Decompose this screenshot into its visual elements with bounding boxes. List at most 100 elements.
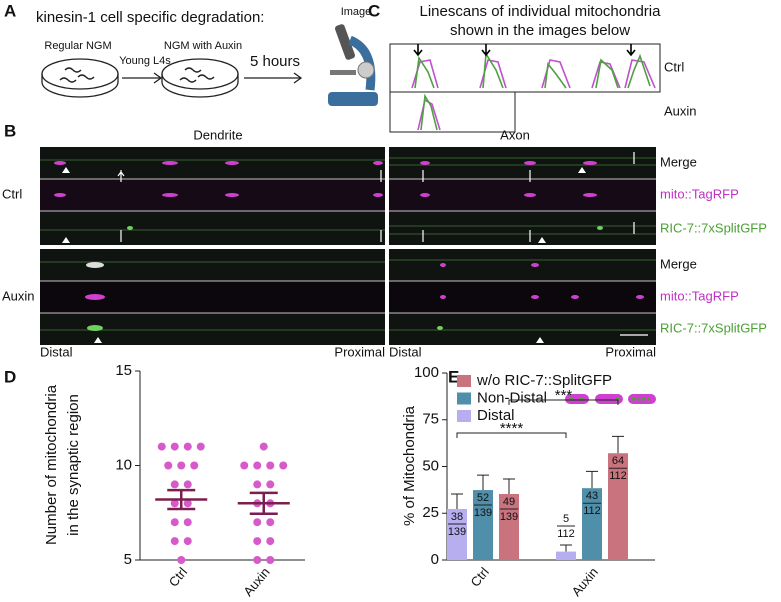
bar: [473, 490, 493, 560]
data-point: [266, 480, 275, 489]
data-point: [183, 480, 192, 489]
y-tick-label: 50: [422, 457, 439, 474]
channel-label: RIC-7::7xSplitGFP: [660, 220, 767, 235]
dish-label: Regular NGM: [44, 40, 111, 52]
linescan-box: [389, 91, 516, 133]
data-point: [266, 537, 275, 546]
count-label: 112: [583, 505, 601, 517]
count-label: 139: [448, 526, 466, 538]
significance-label: ***: [555, 387, 573, 404]
data-point: [196, 442, 205, 451]
count-label: 139: [500, 511, 518, 523]
linescans: [411, 44, 656, 131]
legend-label: Distal: [477, 407, 515, 424]
error-bar: [560, 544, 572, 552]
data-point: [240, 461, 249, 470]
panel-title: Linescans of individual mitochondria: [420, 3, 662, 20]
panel-label: A: [4, 1, 16, 20]
microscope-icon: [328, 24, 378, 106]
data-point: [253, 480, 262, 489]
panel-label: B: [4, 121, 16, 140]
y-tick-label: 100: [414, 364, 439, 381]
significance-label: ****: [500, 420, 524, 437]
y-tick-label: 10: [115, 456, 132, 473]
end-label: Proximal: [334, 344, 385, 359]
column-label: Dendrite: [193, 127, 242, 142]
x-tick-label: Ctrl: [467, 564, 492, 589]
sem-bar: [249, 491, 278, 515]
panel-label: C: [368, 1, 380, 20]
bar: [499, 493, 519, 560]
significance-bracket: [456, 432, 567, 438]
end-label: Distal: [40, 344, 73, 359]
count-label: 112: [609, 470, 627, 482]
count-label: 139: [474, 507, 492, 519]
data-point: [183, 518, 192, 527]
data-point: [183, 499, 192, 508]
legend-label: Non-Distal: [477, 389, 547, 406]
legend-label: w/o RIC-7::SplitGFP: [476, 372, 612, 389]
legend-swatch: [457, 410, 471, 422]
data-point: [177, 556, 186, 564]
error-bar: [586, 470, 598, 489]
sem-bar: [167, 488, 196, 511]
data-point: [157, 442, 166, 451]
mito-icons: [565, 394, 656, 404]
y-tick-label: 0: [431, 551, 439, 568]
data-point: [266, 556, 275, 564]
data-point: [266, 518, 275, 527]
y-axis-label: in the synaptic region: [65, 394, 82, 536]
count-label: 64: [612, 455, 624, 467]
x-tick-label: Auxin: [240, 564, 272, 599]
y-tick-label: 75: [422, 411, 439, 428]
channel-label: Merge: [660, 154, 697, 169]
count-label: 38: [451, 511, 463, 523]
data-point: [266, 461, 275, 470]
legend-swatch: [457, 375, 471, 387]
end-label: Proximal: [605, 344, 656, 359]
condition-label: Ctrl: [2, 186, 22, 201]
data-point: [253, 556, 262, 564]
bar: [447, 508, 467, 560]
data-point: [170, 480, 179, 489]
channel-label: RIC-7::7xSplitGFP: [660, 320, 767, 335]
column-label: Axon: [500, 127, 530, 142]
data-point: [253, 518, 262, 527]
panel-title: kinesin-1 cell specific degradation:: [36, 9, 264, 26]
error-bar: [451, 493, 463, 509]
micrographs: [40, 147, 656, 345]
data-point: [170, 537, 179, 546]
x-tick-label: Auxin: [569, 564, 601, 599]
condition-label: Auxin: [2, 288, 35, 303]
data-point: [183, 537, 192, 546]
bar: [608, 453, 628, 560]
end-label: Distal: [389, 344, 422, 359]
data-point: [279, 461, 288, 470]
dishes: [41, 58, 303, 98]
count-label: 5: [563, 513, 569, 525]
error-bar: [477, 474, 489, 491]
dish-label: NGM with Auxin: [164, 40, 242, 52]
bar: [556, 551, 576, 560]
data-point: [177, 461, 186, 470]
data-point: [190, 461, 199, 470]
row-label: Auxin: [664, 103, 697, 118]
legend-swatch: [457, 392, 471, 405]
arrow-label: Young L4s: [119, 55, 171, 67]
channel-label: mito::TagRFP: [660, 186, 739, 201]
row-label: Ctrl: [664, 59, 684, 74]
count-label: 112: [557, 528, 575, 540]
data-point: [170, 499, 179, 508]
data-point: [170, 518, 179, 527]
panel-title: shown in the images below: [450, 22, 630, 39]
data-point: [170, 442, 179, 451]
panel-label: D: [4, 367, 16, 386]
error-bar: [612, 435, 624, 454]
panel-label: E: [448, 367, 459, 386]
arrow-label: 5 hours: [250, 53, 300, 70]
image-label: Image: [341, 6, 372, 18]
channel-label: mito::TagRFP: [660, 288, 739, 303]
x-tick-label: Ctrl: [166, 564, 191, 589]
y-tick-label: 25: [422, 504, 439, 521]
